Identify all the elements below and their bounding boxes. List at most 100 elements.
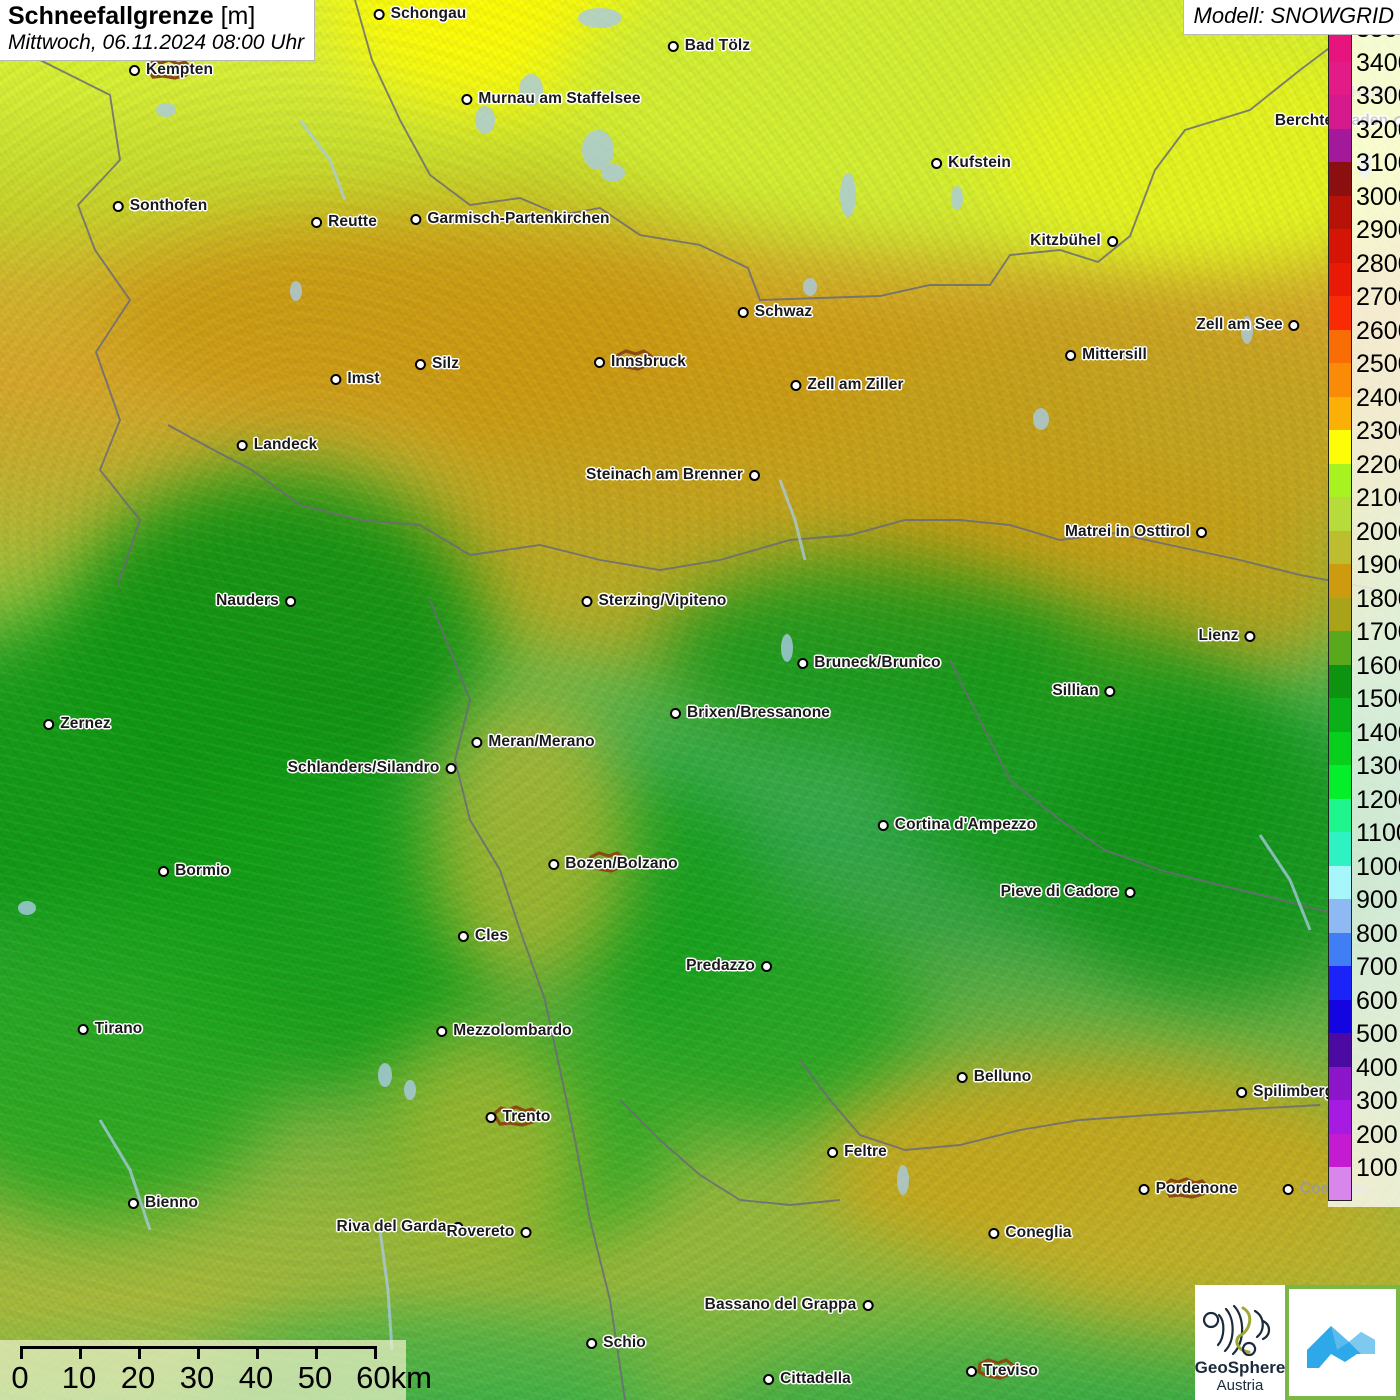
city-marker[interactable]: Spilimbergo xyxy=(1236,1083,1344,1101)
legend-row[interactable]: 3200 xyxy=(1328,117,1400,162)
legend-row[interactable]: 1300 xyxy=(1328,754,1400,799)
legend-row[interactable]: 3100 xyxy=(1328,151,1400,196)
city-marker[interactable]: Sonthofen xyxy=(112,197,208,215)
city-dot-icon xyxy=(1106,235,1118,247)
legend-row[interactable]: 1400 xyxy=(1328,720,1400,765)
geosphere-austria-logo[interactable]: GeoSphere Austria xyxy=(1195,1285,1285,1400)
city-marker[interactable]: Bormio xyxy=(158,862,230,880)
city-label: Brixen/Bressanone xyxy=(687,704,830,721)
city-marker[interactable]: Cortina d'Ampezzo xyxy=(877,816,1036,834)
legend-row[interactable]: 1000 xyxy=(1328,854,1400,899)
city-label: Murnau am Staffelsee xyxy=(478,90,641,107)
city-marker[interactable]: Belluno xyxy=(956,1068,1032,1086)
city-marker[interactable]: Mezzolombardo xyxy=(436,1022,572,1040)
city-marker[interactable]: Schongau xyxy=(373,5,467,23)
legend-row[interactable]: 1700 xyxy=(1328,620,1400,665)
legend-row[interactable]: 500 xyxy=(1328,1022,1400,1067)
legend-row[interactable]: 2000 xyxy=(1328,519,1400,564)
city-marker[interactable]: Cles xyxy=(457,927,508,945)
city-marker[interactable]: Mittersill xyxy=(1065,346,1147,364)
legend-row[interactable]: 2900 xyxy=(1328,218,1400,263)
city-marker[interactable]: Schwaz xyxy=(737,303,812,321)
city-marker[interactable]: Meran/Merano xyxy=(471,733,595,751)
city-marker[interactable]: Predazzo xyxy=(686,957,772,975)
legend-row[interactable]: 200 xyxy=(1328,1122,1400,1167)
city-marker[interactable]: Reutte xyxy=(311,213,377,231)
legend-row[interactable]: 2300 xyxy=(1328,419,1400,464)
city-marker[interactable]: Imst xyxy=(330,370,380,388)
city-marker[interactable]: Lienz xyxy=(1198,627,1256,645)
city-marker[interactable]: Bad Tölz xyxy=(667,37,750,55)
city-marker[interactable]: Brixen/Bressanone xyxy=(670,704,830,722)
legend-row[interactable]: 2800 xyxy=(1328,251,1400,296)
city-marker[interactable]: Kempten xyxy=(128,61,213,79)
city-marker[interactable]: Kufstein xyxy=(931,154,1011,172)
snowgrid-logo[interactable] xyxy=(1285,1285,1400,1400)
city-marker[interactable]: Kitzbühel xyxy=(1030,232,1118,250)
legend-value-label: 1900 xyxy=(1356,551,1400,580)
city-marker[interactable]: Schlanders/Silandro xyxy=(288,759,457,777)
city-marker[interactable]: Landeck xyxy=(236,436,318,454)
legend-row[interactable]: 3400 xyxy=(1328,50,1400,95)
legend-row[interactable]: 800 xyxy=(1328,921,1400,966)
legend-row[interactable]: 900 xyxy=(1328,888,1400,933)
city-marker[interactable]: Bruneck/Brunico xyxy=(797,654,941,672)
city-marker[interactable]: Pordenone xyxy=(1138,1180,1238,1198)
city-marker[interactable]: Treviso xyxy=(966,1362,1038,1380)
city-marker[interactable]: Sterzing/Vipiteno xyxy=(581,592,726,610)
city-marker[interactable]: Pieve di Cadore xyxy=(1001,883,1136,901)
legend-row[interactable]: 1800 xyxy=(1328,586,1400,631)
legend-row[interactable]: 300 xyxy=(1328,1089,1400,1134)
legend-row[interactable]: 2500 xyxy=(1328,352,1400,397)
city-marker[interactable]: Cittadella xyxy=(763,1370,851,1388)
city-marker[interactable]: Tirano xyxy=(77,1020,143,1038)
legend-row[interactable]: 2700 xyxy=(1328,285,1400,330)
legend-value-label: 1600 xyxy=(1356,651,1400,680)
legend-value-label: 200 xyxy=(1356,1120,1398,1149)
legend-row[interactable]: 2200 xyxy=(1328,452,1400,497)
city-marker[interactable]: Zernez xyxy=(43,715,111,733)
city-marker[interactable]: Feltre xyxy=(827,1143,887,1161)
city-marker[interactable]: Coneglia xyxy=(988,1224,1072,1242)
city-marker[interactable]: Innsbruck xyxy=(594,353,686,371)
city-marker[interactable]: Zell am See xyxy=(1196,316,1300,334)
legend-row[interactable]: 1200 xyxy=(1328,787,1400,832)
city-label: Zell am Ziller xyxy=(807,376,904,393)
page-title: Schneefallgrenze [m] xyxy=(8,3,304,30)
city-marker[interactable]: Matrei in Osttirol xyxy=(1065,523,1207,541)
legend-row[interactable]: 400 xyxy=(1328,1055,1400,1100)
legend-row[interactable]: 1600 xyxy=(1328,653,1400,698)
legend-row[interactable]: 1500 xyxy=(1328,687,1400,732)
city-marker[interactable]: Bozen/Bolzano xyxy=(548,855,678,873)
legend-row[interactable]: 3300 xyxy=(1328,84,1400,129)
city-marker[interactable]: Schio xyxy=(586,1334,646,1352)
legend-row[interactable]: 600 xyxy=(1328,988,1400,1033)
city-marker[interactable]: Garmisch-Partenkirchen xyxy=(410,210,610,228)
legend-row[interactable]: 2400 xyxy=(1328,385,1400,430)
legend-row[interactable]: 1100 xyxy=(1328,821,1400,866)
city-label: Silz xyxy=(431,355,460,372)
city-marker[interactable]: Trento xyxy=(485,1108,551,1126)
legend-row[interactable]: 700 xyxy=(1328,955,1400,1000)
legend-row[interactable]: 1900 xyxy=(1328,553,1400,598)
city-marker[interactable]: Nauders xyxy=(216,592,296,610)
capital-outline-icon xyxy=(1162,1176,1214,1202)
city-marker[interactable]: Zell am Ziller xyxy=(790,376,903,394)
legend-row[interactable]: 3000 xyxy=(1328,184,1400,229)
city-marker[interactable]: Steinach am Brenner xyxy=(586,466,760,484)
legend-swatch xyxy=(1328,631,1352,665)
legend-row[interactable]: 100 xyxy=(1328,1156,1400,1201)
city-marker[interactable]: Bassano del Grappa xyxy=(705,1296,874,1314)
city-label: Mittersill xyxy=(1082,346,1147,363)
city-marker[interactable]: Sillian xyxy=(1052,682,1116,700)
color-scale-legend[interactable]: 3500340033003200310030002900280027002600… xyxy=(1328,17,1400,1207)
city-marker[interactable]: Rovereto xyxy=(447,1223,532,1241)
legend-row[interactable]: 2100 xyxy=(1328,486,1400,531)
city-marker[interactable]: Murnau am Staffelsee xyxy=(461,90,641,108)
city-label: Schio xyxy=(603,1334,646,1351)
city-marker[interactable]: Bienno xyxy=(127,1194,198,1212)
city-marker[interactable]: Riva del Garda xyxy=(337,1218,464,1236)
legend-row[interactable]: 2600 xyxy=(1328,318,1400,363)
city-marker[interactable]: Silz xyxy=(414,355,460,373)
